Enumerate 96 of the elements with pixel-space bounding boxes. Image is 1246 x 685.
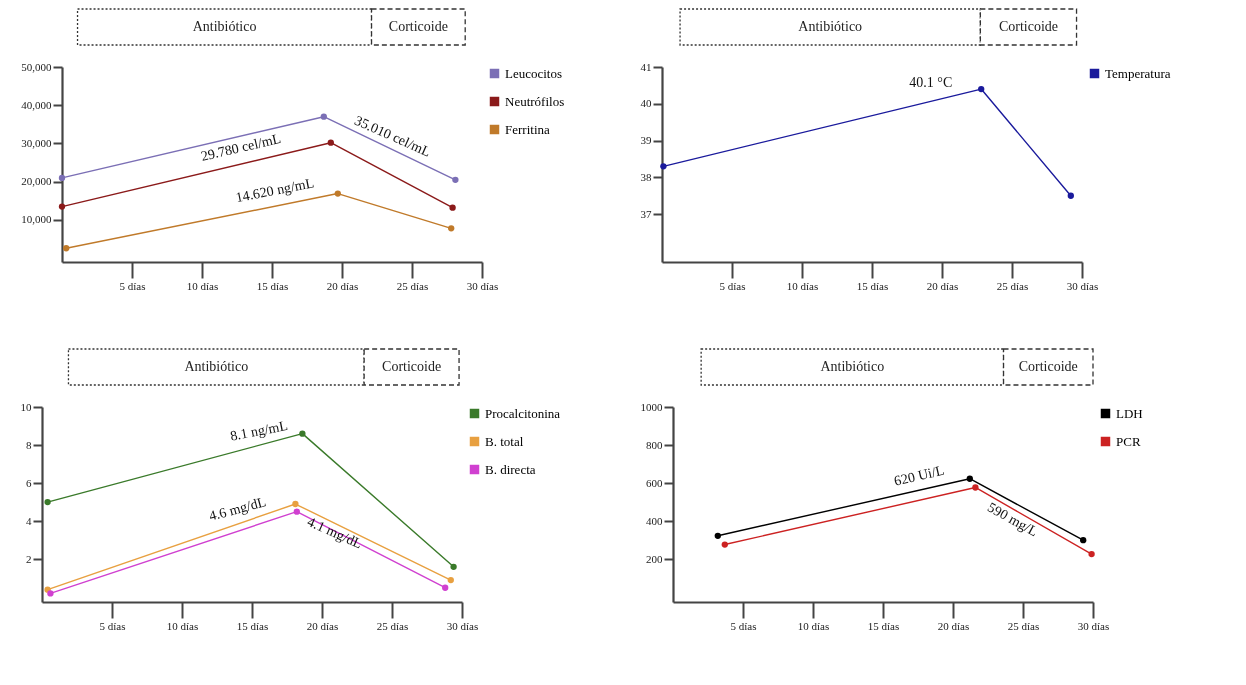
annotation: 4.6 mg/dL bbox=[207, 494, 268, 524]
text: Corticoide bbox=[382, 359, 442, 374]
point bbox=[978, 85, 985, 93]
point bbox=[1067, 192, 1074, 199]
point bbox=[63, 245, 70, 252]
y-tick-label: 30,000 bbox=[21, 136, 52, 149]
legend-label: Ferritina bbox=[505, 121, 550, 137]
y-tick-label: 2 bbox=[26, 552, 32, 565]
point bbox=[442, 584, 449, 591]
point bbox=[292, 500, 299, 508]
x-tick-label: 15 días bbox=[256, 279, 289, 292]
x-tick-label: 10 días bbox=[797, 619, 830, 632]
x-tick-label: 25 días bbox=[1007, 619, 1040, 632]
y-tick-label: 6 bbox=[26, 476, 32, 489]
legend-label: B. total bbox=[485, 433, 524, 449]
y-tick-label: 4 bbox=[26, 514, 32, 527]
y-tick-label: 200 bbox=[646, 552, 663, 565]
point bbox=[58, 174, 66, 182]
x-tick-label: 20 días bbox=[306, 619, 339, 632]
point bbox=[44, 498, 51, 506]
x-tick-label: 20 días bbox=[926, 279, 959, 292]
y-tick-label: 40 bbox=[640, 97, 652, 110]
x-tick-label: 10 días bbox=[186, 279, 219, 292]
point bbox=[972, 484, 979, 491]
x-tick-label: 30 días bbox=[1066, 279, 1099, 292]
y-tick-label: 10,000 bbox=[21, 213, 52, 226]
point bbox=[449, 204, 456, 211]
annotation: 14.620 ng/mL bbox=[234, 175, 316, 206]
y-tick-label: 20,000 bbox=[21, 175, 52, 188]
point bbox=[966, 475, 973, 482]
text: Antibiótico bbox=[798, 19, 863, 34]
point bbox=[660, 163, 667, 170]
point bbox=[299, 430, 306, 437]
x-tick-label: 30 días bbox=[466, 279, 499, 292]
x-tick-label: 25 días bbox=[396, 279, 429, 292]
y-tick-label: 600 bbox=[646, 476, 663, 489]
y-tick-label: 37 bbox=[640, 207, 652, 220]
text: Antibiótico bbox=[192, 19, 257, 34]
x-tick-label: 20 días bbox=[326, 279, 359, 292]
y-tick-label: 400 bbox=[646, 514, 663, 527]
text: Antibiótico bbox=[184, 359, 249, 374]
legend-label: Neutrófilos bbox=[505, 93, 565, 109]
x-tick-label: 15 días bbox=[236, 619, 269, 632]
y-tick-label: 40,000 bbox=[21, 98, 52, 111]
legend-label: Procalcitonina bbox=[485, 405, 561, 421]
y-tick-label: 8 bbox=[26, 438, 32, 451]
y-tick-label: 39 bbox=[640, 134, 652, 147]
x-tick-label: 5 días bbox=[119, 279, 146, 292]
x-tick-label: 10 días bbox=[166, 619, 199, 632]
y-tick-label: 1000 bbox=[640, 400, 663, 413]
annotation: 590 mg/L bbox=[985, 499, 1041, 540]
annotation: 29.780 cel/mL bbox=[199, 130, 283, 164]
y-tick-label: 38 bbox=[640, 170, 652, 183]
y-tick-label: 800 bbox=[646, 438, 663, 451]
point bbox=[1080, 537, 1087, 544]
point bbox=[447, 576, 454, 584]
x-tick-label: 25 días bbox=[376, 619, 409, 632]
point bbox=[1088, 550, 1095, 558]
point bbox=[714, 532, 721, 539]
legend-label: Leucocitos bbox=[505, 65, 563, 81]
point bbox=[450, 563, 457, 570]
annotation: 620 Ui/L bbox=[892, 462, 946, 489]
legend-label: Temperatura bbox=[1105, 65, 1171, 81]
y-tick-label: 41 bbox=[640, 60, 652, 73]
point bbox=[327, 139, 334, 146]
point bbox=[448, 225, 455, 232]
y-tick-label: 50,000 bbox=[21, 60, 52, 73]
text: Corticoide bbox=[1018, 359, 1078, 374]
point bbox=[293, 508, 300, 515]
legend-label: PCR bbox=[1116, 433, 1141, 449]
legend-label: LDH bbox=[1116, 405, 1143, 421]
y-tick-label: 10 bbox=[20, 400, 32, 413]
annotation: 40.1 °C bbox=[909, 75, 953, 91]
x-tick-label: 5 días bbox=[719, 279, 746, 292]
x-tick-label: 5 días bbox=[99, 619, 126, 632]
x-tick-label: 20 días bbox=[937, 619, 970, 632]
x-tick-label: 25 días bbox=[996, 279, 1029, 292]
x-tick-label: 10 días bbox=[786, 279, 819, 292]
point bbox=[320, 113, 327, 120]
point bbox=[58, 203, 66, 210]
text: Antibiótico bbox=[820, 359, 885, 374]
x-tick-label: 30 días bbox=[446, 619, 479, 632]
annotation: 8.1 ng/mL bbox=[228, 417, 290, 444]
x-tick-label: 30 días bbox=[1077, 619, 1110, 632]
x-tick-label: 15 días bbox=[856, 279, 889, 292]
legend-label: B. directa bbox=[485, 461, 536, 477]
text: Corticoide bbox=[388, 19, 448, 34]
point bbox=[452, 176, 459, 183]
point bbox=[334, 190, 341, 197]
x-tick-label: 5 días bbox=[730, 619, 757, 632]
annotation: 35.010 cel/mL bbox=[352, 112, 433, 160]
text: Corticoide bbox=[998, 19, 1058, 34]
point bbox=[47, 590, 54, 597]
annotation: 4.1 mg/dL bbox=[305, 514, 365, 552]
point bbox=[721, 541, 728, 548]
x-tick-label: 15 días bbox=[867, 619, 900, 632]
